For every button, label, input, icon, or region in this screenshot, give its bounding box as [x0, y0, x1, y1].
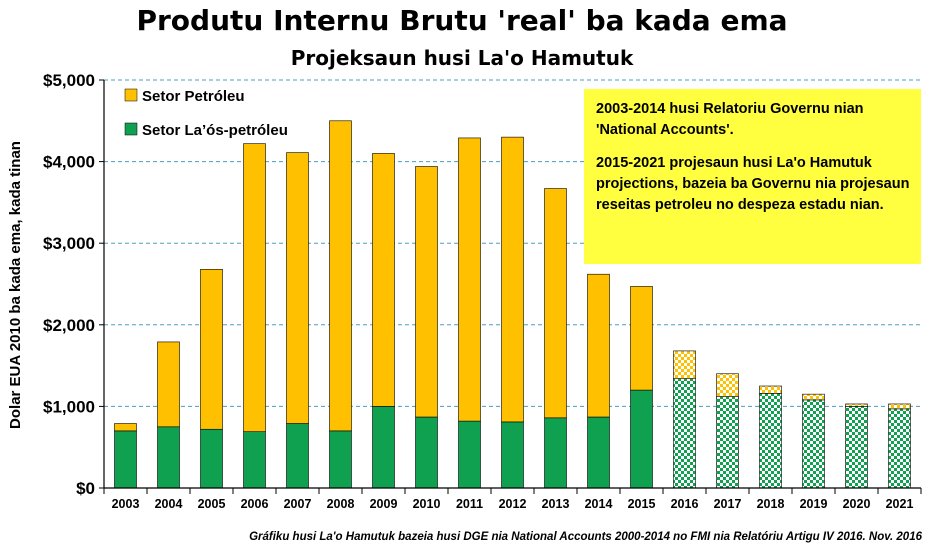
- bar-non-petroleum-2016: [673, 378, 696, 489]
- bar-petroleum-2016: [673, 350, 696, 379]
- bar-petroleum-2011: [458, 137, 481, 422]
- bar-non-petroleum-2013: [544, 417, 567, 489]
- bar-petroleum-2007: [286, 152, 309, 424]
- bar-petroleum-2019: [802, 393, 825, 401]
- bar-petroleum-2013: [544, 188, 567, 419]
- x-tick-label: 2013: [542, 497, 570, 511]
- y-tick-label: $4,000: [43, 153, 95, 172]
- x-tick-label: 2005: [198, 497, 226, 511]
- x-axis-ticks: 2003 2004 2005 2006 2007 2008 2009 2010 2011 2012…: [103, 488, 922, 511]
- legend-swatch-petroleum: [124, 88, 138, 102]
- y-tick-label: $0: [76, 479, 95, 498]
- bar-petroleum-2004: [157, 341, 180, 428]
- bar-petroleum-2008: [329, 120, 352, 432]
- legend-label-petroleum: Setor Petróleu: [142, 88, 245, 105]
- bar-petroleum-2018: [759, 385, 782, 394]
- bar-non-petroleum-2019: [802, 399, 825, 489]
- bar-petroleum-2006: [243, 143, 266, 432]
- x-tick-label: 2012: [499, 497, 527, 511]
- chart-subtitle: Projeksaun husi La'o Hamutuk: [291, 46, 634, 70]
- x-tick-label: 2006: [241, 497, 269, 511]
- x-tick-label: 2015: [628, 497, 656, 511]
- bar-non-petroleum-2020: [845, 406, 868, 489]
- source-note: Gráfiku husi La'o Hamutuk bazeia husi DG…: [249, 531, 923, 543]
- bar-non-petroleum-2012: [501, 421, 524, 489]
- x-tick-label: 2016: [671, 497, 699, 511]
- bar-non-petroleum-2008: [329, 430, 352, 489]
- chart-title: Produtu Internu Brutu 'real' ba kada ema: [136, 4, 787, 37]
- x-tick-label: 2014: [585, 497, 613, 511]
- bar-petroleum-2003: [114, 423, 137, 432]
- annotation-text-1: 2003-2014 husi Relatoriu Governu nian 'N…: [596, 101, 864, 138]
- bar-petroleum-2020: [845, 403, 868, 407]
- legend: Setor Petróleu Setor La’ós-petróleu: [124, 88, 288, 139]
- bar-non-petroleum-2010: [415, 416, 438, 489]
- x-tick-label: 2003: [112, 497, 140, 511]
- bar-petroleum-2015: [630, 286, 653, 391]
- y-tick-label: $1,000: [43, 397, 95, 416]
- bar-petroleum-2017: [716, 373, 739, 397]
- bar-petroleum-2012: [501, 136, 524, 423]
- bar-non-petroleum-2017: [716, 396, 739, 489]
- bar-petroleum-2009: [372, 153, 395, 407]
- x-tick-label: 2004: [155, 497, 183, 511]
- y-axis-ticks: $0 $1,000 $2,000 $3,000 $4,000 $5,000: [43, 71, 104, 498]
- x-tick-label: 2018: [757, 497, 785, 511]
- x-tick-label: 2021: [886, 497, 914, 511]
- x-tick-label: 2011: [456, 497, 483, 511]
- bar-non-petroleum-2007: [286, 423, 309, 489]
- bars: [114, 120, 911, 489]
- bar-petroleum-2014: [587, 273, 610, 418]
- x-tick-label: 2010: [413, 497, 441, 511]
- y-axis-label: Dolar EUA 2010 ba kada ema, kada tinan: [7, 141, 24, 429]
- x-tick-label: 2008: [327, 497, 355, 511]
- bar-petroleum-2021: [888, 403, 911, 410]
- bar-non-petroleum-2015: [630, 389, 653, 489]
- bar-non-petroleum-2018: [759, 393, 782, 489]
- x-tick-label: 2007: [284, 497, 312, 511]
- y-tick-label: $3,000: [43, 234, 95, 253]
- bar-non-petroleum-2004: [157, 426, 180, 489]
- y-tick-label: $5,000: [43, 71, 95, 90]
- x-tick-label: 2020: [843, 497, 871, 511]
- bar-non-petroleum-2011: [458, 420, 481, 489]
- legend-swatch-non-petroleum: [124, 122, 138, 136]
- x-tick-label: 2019: [800, 497, 828, 511]
- annotation-text-2: 2015-2021 projesaun husi La'o Hamutuk pr…: [596, 155, 910, 213]
- bar-non-petroleum-2006: [243, 431, 266, 489]
- bar-non-petroleum-2014: [587, 416, 610, 489]
- axes: [103, 80, 921, 489]
- legend-label-non-petroleum: Setor La’ós-petróleu: [142, 122, 288, 139]
- bar-non-petroleum-2021: [888, 408, 911, 489]
- x-tick-label: 2017: [714, 497, 742, 511]
- bar-petroleum-2010: [415, 166, 438, 418]
- x-tick-label: 2009: [370, 497, 398, 511]
- bar-petroleum-2005: [200, 269, 223, 430]
- y-tick-label: $2,000: [43, 316, 95, 335]
- bar-non-petroleum-2005: [200, 428, 223, 489]
- bar-non-petroleum-2003: [114, 430, 137, 489]
- annotation-box: 2003-2014 husi Relatoriu Governu nian 'N…: [584, 89, 921, 264]
- bar-non-petroleum-2009: [372, 406, 395, 489]
